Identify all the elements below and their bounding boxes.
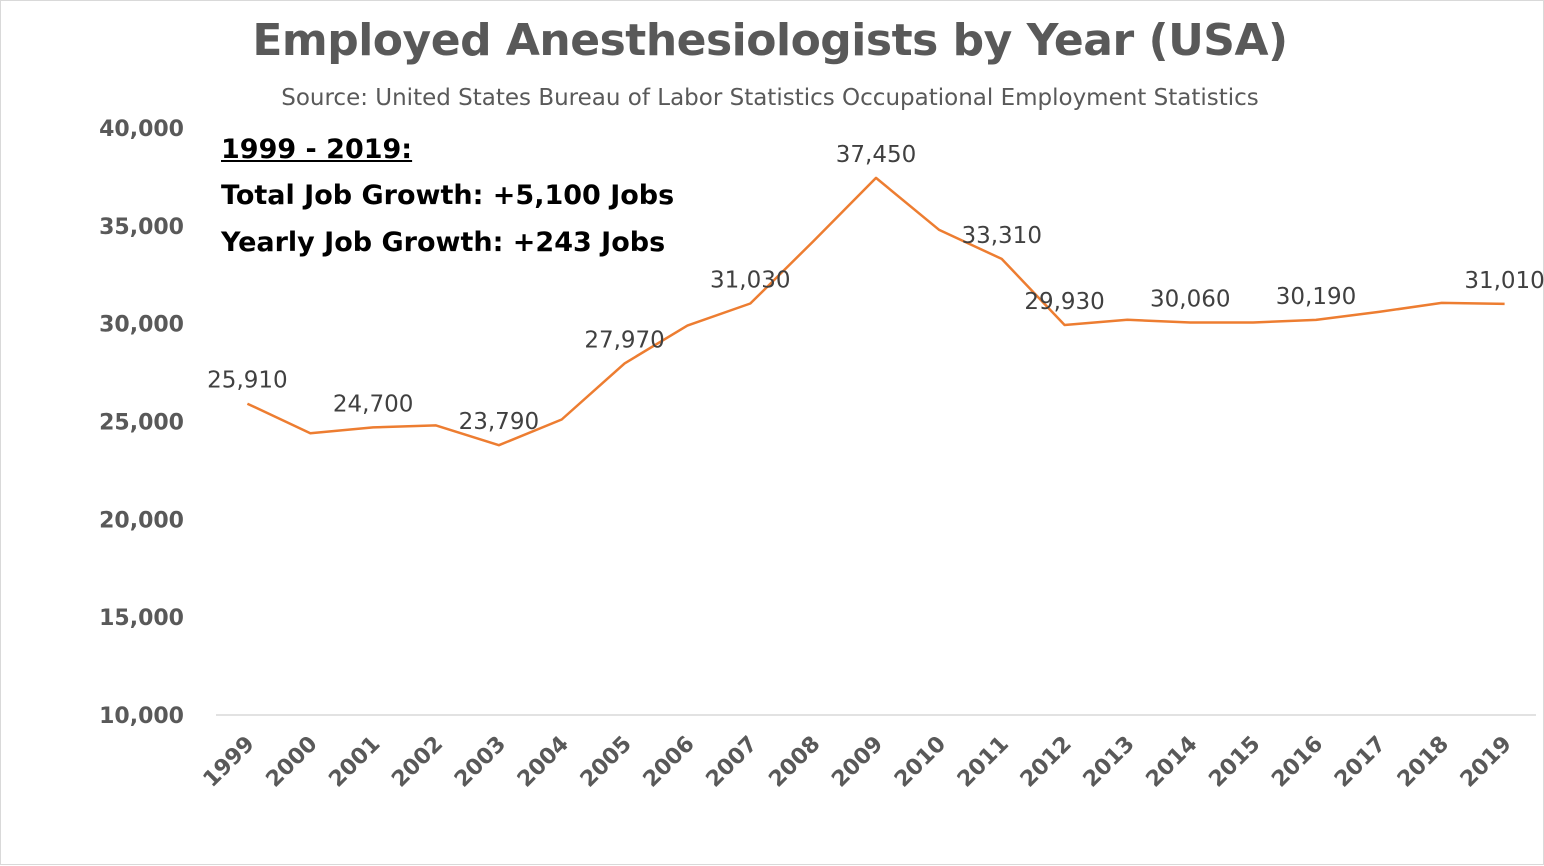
annotation-total-growth: Total Job Growth: +5,100 Jobs [221,180,675,211]
data-labels: 25,910 24,700 23,790 27,970 31,030 37,450 33,3… [207,142,1544,435]
x-tick-label: 2001 [324,732,385,793]
y-tick-label: 40,000 [99,117,184,142]
y-tick-label: 15,000 [99,606,184,631]
x-tick-label: 2000 [262,732,323,793]
x-tick-label: 2005 [576,732,637,793]
data-label: 29,930 [1024,289,1104,315]
x-tick-label: 2013 [1079,732,1140,793]
x-tick-label: 2006 [639,732,700,793]
y-tick-label: 25,000 [99,411,184,436]
data-label: 37,450 [836,142,916,168]
x-tick-label: 2014 [1142,732,1203,793]
x-tick-label: 2007 [702,732,763,793]
x-tick-label: 1999 [199,732,260,793]
x-tick-label: 2002 [387,732,448,793]
data-label: 23,790 [459,409,539,435]
annotation-yearly-growth: Yearly Job Growth: +243 Jobs [221,227,666,258]
x-tick-label: 2018 [1393,732,1454,793]
data-label: 31,010 [1464,268,1544,294]
x-tick-label: 2003 [450,732,511,793]
chart-title: Employed Anesthesiologists by Year (USA) [252,15,1288,66]
x-tick-label: 2011 [953,732,1014,793]
data-label: 27,970 [584,327,664,353]
y-axis: 10,000 15,000 20,000 25,000 30,000 35,000 40,0… [99,117,184,729]
annotation-heading: 1999 - 2019: [221,134,413,165]
x-tick-label: 2010 [890,732,951,793]
x-axis: 1999 2000 2001 2002 2003 2004 2005 2006 2007 2008… [199,732,1517,793]
x-tick-label: 2004 [513,732,574,793]
x-tick-label: 2017 [1330,732,1391,793]
chart-subtitle: Source: United States Bureau of Labor St… [281,85,1259,111]
x-tick-label: 2008 [764,732,825,793]
data-label: 30,190 [1276,284,1356,310]
x-tick-label: 2019 [1456,732,1517,793]
data-label: 33,310 [961,223,1041,249]
y-tick-label: 35,000 [99,215,184,240]
data-label: 31,030 [710,268,790,294]
series-line [246,176,1505,447]
y-tick-label: 30,000 [99,313,184,338]
x-tick-label: 2012 [1016,732,1077,793]
y-tick-label: 20,000 [99,508,184,533]
data-label: 30,060 [1150,286,1230,312]
x-tick-label: 2009 [827,732,888,793]
data-label: 25,910 [207,368,287,394]
x-tick-label: 2015 [1204,732,1265,793]
y-tick-label: 10,000 [99,704,184,729]
data-label: 24,700 [333,391,413,417]
x-tick-label: 2016 [1267,732,1328,793]
